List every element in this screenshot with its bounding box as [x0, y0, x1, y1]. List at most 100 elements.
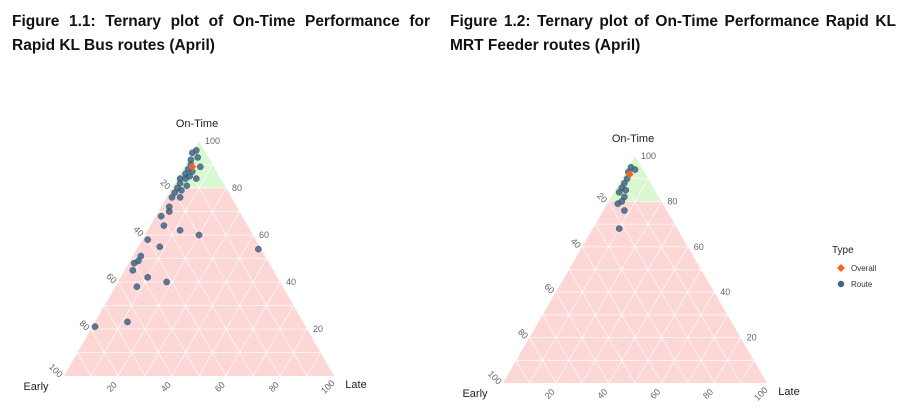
gridline-late: [661, 291, 715, 384]
route-point: [192, 147, 200, 154]
route-point: [194, 154, 201, 161]
tick-label-late: 40: [159, 380, 173, 394]
axis-label-ontime: On-Time: [612, 133, 654, 145]
route-point: [631, 166, 639, 173]
gridline-early: [90, 328, 119, 377]
axis-label-early: Early: [23, 381, 49, 393]
overall-point: [625, 170, 634, 179]
gridline-early: [621, 178, 741, 384]
figure-1-1-title: Figure 1.1: Ternary plot of On-Time Perf…: [12, 13, 430, 54]
gridline-late: [581, 223, 675, 384]
route-point: [144, 273, 151, 281]
gridline-late: [687, 314, 728, 384]
tick-label-late: 80: [701, 387, 715, 401]
tick-label-late: 80: [267, 380, 281, 394]
gridline-late: [740, 360, 755, 384]
legend-swatch-overall: [837, 264, 845, 272]
tick-label-ontime: 80: [232, 183, 242, 193]
tick-label-ontime: 100: [641, 151, 656, 161]
gridline-late: [634, 269, 702, 384]
route-point: [144, 236, 151, 243]
ternary-plot-bus: 20 20 20 40 40 40 60 60 60 80 80 80 100 100 100 On-Time…: [23, 118, 366, 396]
route-point: [176, 194, 184, 201]
figure-1-2-title: Figure 1.2: Ternary plot of On-Time Perf…: [450, 13, 896, 54]
gridline-late: [306, 352, 321, 377]
tick-label-early: 20: [159, 177, 173, 191]
tick-label-late: 20: [105, 380, 119, 394]
gridline-late: [529, 178, 649, 384]
route-point: [165, 208, 173, 215]
gridline-late: [252, 305, 294, 377]
tick-label-ontime: 80: [667, 196, 677, 206]
route-point: [176, 226, 184, 234]
tick-label-early: 40: [569, 236, 583, 250]
route-point: [196, 163, 204, 171]
overall-point: [188, 162, 197, 171]
tick-label-late: 40: [595, 387, 609, 401]
gridline-early: [185, 164, 308, 377]
tick-label-ontime: 100: [205, 136, 220, 146]
gridline-early: [104, 305, 146, 377]
tick-label-ontime: 40: [720, 287, 730, 297]
axis-label-ontime: On-Time: [176, 118, 218, 130]
gridline-early: [131, 258, 200, 377]
ternary-plot-feeder: 20 20 20 40 40 40 60 60 60 80 80 80 100 100 100 On-Time…: [462, 133, 799, 403]
tick-label-ontime: 60: [259, 230, 269, 240]
gridline-early: [595, 223, 689, 384]
route-point: [195, 231, 203, 239]
tick-label-early: 20: [595, 191, 609, 205]
route-point: [130, 259, 138, 267]
tick-label-late: 60: [213, 380, 227, 394]
legend-swatch-route: [837, 280, 845, 288]
route-point: [157, 212, 165, 220]
route-point: [615, 188, 623, 196]
route-point: [183, 182, 191, 189]
gridline-late: [279, 328, 308, 377]
route-point: [621, 207, 628, 214]
route-point: [192, 175, 200, 182]
route-point: [614, 200, 622, 207]
route-point: [133, 283, 141, 291]
tick-label-early: 100: [486, 369, 504, 387]
route-point: [622, 186, 630, 194]
gridline-early: [542, 314, 583, 384]
route-point: [156, 243, 164, 251]
legend-label-overall: Overall: [851, 264, 877, 273]
axis-label-late: Late: [345, 379, 366, 391]
route-point: [178, 186, 185, 194]
tick-label-early: 80: [516, 327, 530, 341]
route-point: [255, 245, 262, 253]
tick-label-ontime: 20: [313, 324, 323, 334]
tick-label-early: 60: [105, 271, 119, 285]
gridline-late: [144, 211, 240, 377]
legend-title: Type: [832, 245, 854, 256]
tick-label-ontime: 40: [286, 277, 296, 287]
tick-label-early: 60: [542, 281, 556, 295]
legend: Type Overall Route: [832, 245, 877, 289]
tick-label-late: 100: [319, 378, 337, 396]
gridline-late: [90, 164, 213, 377]
route-point: [615, 225, 623, 232]
tick-label-early: 40: [132, 224, 146, 238]
route-point: [186, 172, 193, 180]
axis-label-early: Early: [462, 388, 488, 400]
tick-label-late: 60: [648, 387, 662, 401]
route-point: [129, 266, 137, 274]
route-point: [163, 278, 170, 286]
gridline-early: [515, 360, 530, 384]
route-point: [124, 318, 131, 326]
tick-label-ontime: 60: [694, 242, 704, 252]
legend-label-route: Route: [851, 280, 873, 289]
gridline-early: [555, 291, 609, 384]
route-point: [168, 194, 176, 201]
gridline-early: [529, 337, 557, 384]
axis-label-late: Late: [778, 386, 799, 398]
tick-label-early: 80: [78, 318, 92, 332]
gridline-late: [713, 337, 741, 384]
tick-label-late: 100: [752, 385, 770, 403]
tick-label-late: 20: [543, 387, 557, 401]
gridline-early: [568, 269, 636, 384]
route-point: [160, 222, 168, 229]
tick-label-ontime: 20: [747, 333, 757, 343]
